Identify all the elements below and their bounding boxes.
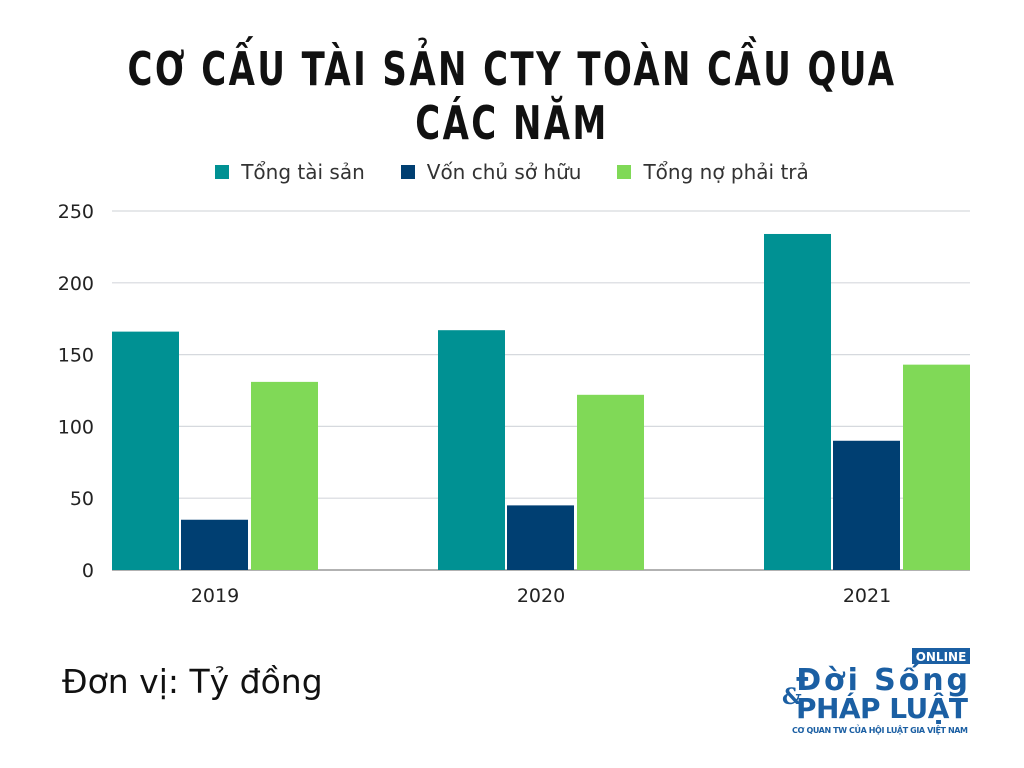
bar-2019-2 — [251, 381, 318, 570]
bar-2020-2 — [577, 394, 644, 570]
legend: Tổng tài sản Vốn chủ sở hữu Tổng nợ phải… — [0, 160, 1024, 184]
y-tick-label: 50 — [70, 488, 94, 510]
svg-text:PHÁP LUẬT: PHÁP LUẬT — [796, 691, 968, 725]
bar-2021-0 — [764, 233, 831, 570]
y-tick-label: 200 — [58, 273, 94, 295]
bar-2019-0 — [112, 331, 179, 570]
legend-swatch — [215, 165, 230, 179]
svg-text:&: & — [782, 684, 802, 710]
svg-text:Đời Sống: Đời Sống — [796, 663, 968, 698]
svg-text:CƠ QUAN TW CỦA HỘI LUẬT GIA VI: CƠ QUAN TW CỦA HỘI LUẬT GIA VIỆT NAM — [792, 723, 968, 735]
unit-note: Đơn vị: Tỷ đồng — [62, 662, 323, 701]
legend-item: Vốn chủ sở hữu — [400, 160, 582, 184]
legend-swatch — [400, 165, 415, 179]
x-tick-label: 2019 — [191, 585, 239, 607]
bar-2020-1 — [507, 505, 574, 570]
legend-label: Tổng tài sản — [241, 160, 365, 184]
logo: ONLINE Đời Sống & PHÁP LUẬT CƠ QUAN TW C… — [782, 648, 970, 735]
x-tick-label: 2021 — [843, 585, 891, 607]
legend-label: Vốn chủ sở hữu — [426, 160, 582, 184]
legend-item: Tổng nợ phải trả — [617, 160, 809, 184]
svg-text:ONLINE: ONLINE — [916, 650, 967, 664]
bar-2021-1 — [833, 440, 900, 570]
legend-swatch — [617, 165, 632, 179]
legend-label: Tổng nợ phải trả — [643, 160, 809, 184]
y-tick-label: 150 — [58, 345, 94, 367]
chart-title: CƠ CẤU TÀI SẢN CTY TOÀN CẦU QUA CÁC NĂM — [127, 42, 897, 150]
bar-2020-0 — [438, 330, 505, 570]
legend-item: Tổng tài sản — [215, 160, 365, 184]
y-tick-label: 100 — [58, 416, 94, 438]
bar-chart: 0 50 100 150 200 250 2019 2020 2021 — [58, 201, 970, 607]
y-tick-label: 0 — [82, 560, 94, 582]
x-tick-label: 2020 — [517, 585, 565, 607]
bar-2021-2 — [903, 364, 970, 570]
bar-2019-1 — [181, 519, 248, 570]
y-tick-label: 250 — [58, 201, 94, 223]
